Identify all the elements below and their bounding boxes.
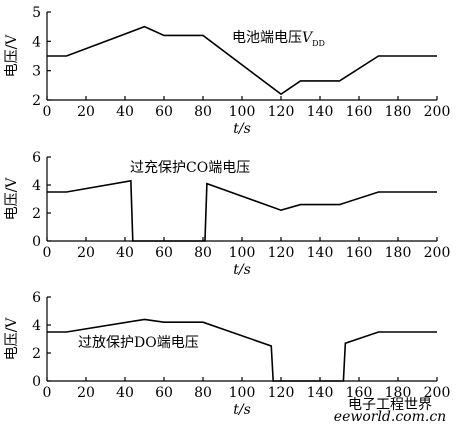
x-tick-label: 140 xyxy=(307,385,334,401)
x-tick-label: 180 xyxy=(385,245,412,261)
y-tick-label: 2 xyxy=(32,346,41,362)
x-tick-label: 0 xyxy=(43,385,52,401)
y-tick-label: 4 xyxy=(32,34,41,50)
y-tick-label: 0 xyxy=(32,374,41,390)
x-tick-label: 120 xyxy=(268,385,295,401)
x-tick-label: 0 xyxy=(43,104,52,120)
watermark-title: 电子工程世界 xyxy=(348,397,432,413)
x-tick-label: 60 xyxy=(155,385,173,401)
x-tick-label: 140 xyxy=(307,104,334,120)
x-tick-label: 80 xyxy=(194,385,212,401)
y-tick-label: 6 xyxy=(32,290,41,306)
x-axis-label: t/s xyxy=(233,262,251,278)
x-tick-label: 20 xyxy=(77,104,95,120)
x-tick-label: 180 xyxy=(385,385,412,401)
annotation-variable: V xyxy=(302,30,314,46)
y-axis-label: 电压/V xyxy=(4,34,20,78)
data-line xyxy=(47,25,437,96)
x-tick-label: 100 xyxy=(229,245,256,261)
data-line xyxy=(47,318,437,382)
y-axis-label: 电压/V xyxy=(4,317,20,361)
x-tick-label: 20 xyxy=(77,245,95,261)
y-tick-label: 3 xyxy=(32,64,41,80)
annotation-subscript: DD xyxy=(312,39,325,48)
x-tick-label: 60 xyxy=(155,245,173,261)
x-tick-label: 120 xyxy=(268,104,295,120)
x-tick-label: 40 xyxy=(116,104,134,120)
x-tick-label: 200 xyxy=(424,245,451,261)
x-tick-label: 80 xyxy=(194,104,212,120)
annotation-text: 过充保护CO端电压 xyxy=(130,160,250,176)
x-axis-label: t/s xyxy=(233,402,251,418)
x-tick-label: 20 xyxy=(77,385,95,401)
x-tick-label: 0 xyxy=(43,245,52,261)
annotation-text: 过放保护DO端电压 xyxy=(78,335,199,351)
x-tick-label: 120 xyxy=(268,245,295,261)
annotation: 过充保护CO端电压 xyxy=(130,160,250,176)
x-axis-label: t/s xyxy=(233,121,251,137)
x-tick-label: 100 xyxy=(229,385,256,401)
annotation: 过放保护DO端电压 xyxy=(78,335,199,351)
y-tick-label: 6 xyxy=(32,150,41,166)
y-tick-label: 4 xyxy=(32,318,41,334)
x-tick-label: 140 xyxy=(307,245,334,261)
x-tick-label: 40 xyxy=(116,385,134,401)
annotation-text: 电池端电压 xyxy=(232,30,302,46)
x-tick-label: 160 xyxy=(346,385,373,401)
x-tick-label: 160 xyxy=(346,245,373,261)
x-tick-label: 60 xyxy=(155,104,173,120)
y-axis-label: 电压/V xyxy=(4,177,20,221)
y-tick-label: 2 xyxy=(32,206,41,222)
watermark-url: eeworld.com.cn xyxy=(334,409,446,425)
annotation: 电池端电压VDD xyxy=(232,30,325,48)
x-tick-label: 160 xyxy=(346,104,373,120)
data-line xyxy=(47,179,437,242)
y-tick-label: 2 xyxy=(32,93,41,109)
y-tick-label: 0 xyxy=(32,234,41,250)
x-tick-label: 40 xyxy=(116,245,134,261)
x-tick-label: 100 xyxy=(229,104,256,120)
x-tick-label: 180 xyxy=(385,104,412,120)
y-tick-label: 4 xyxy=(32,178,41,194)
x-tick-label: 200 xyxy=(424,385,451,401)
x-tick-label: 80 xyxy=(194,245,212,261)
x-tick-label: 200 xyxy=(424,104,451,120)
y-tick-label: 5 xyxy=(32,5,41,21)
